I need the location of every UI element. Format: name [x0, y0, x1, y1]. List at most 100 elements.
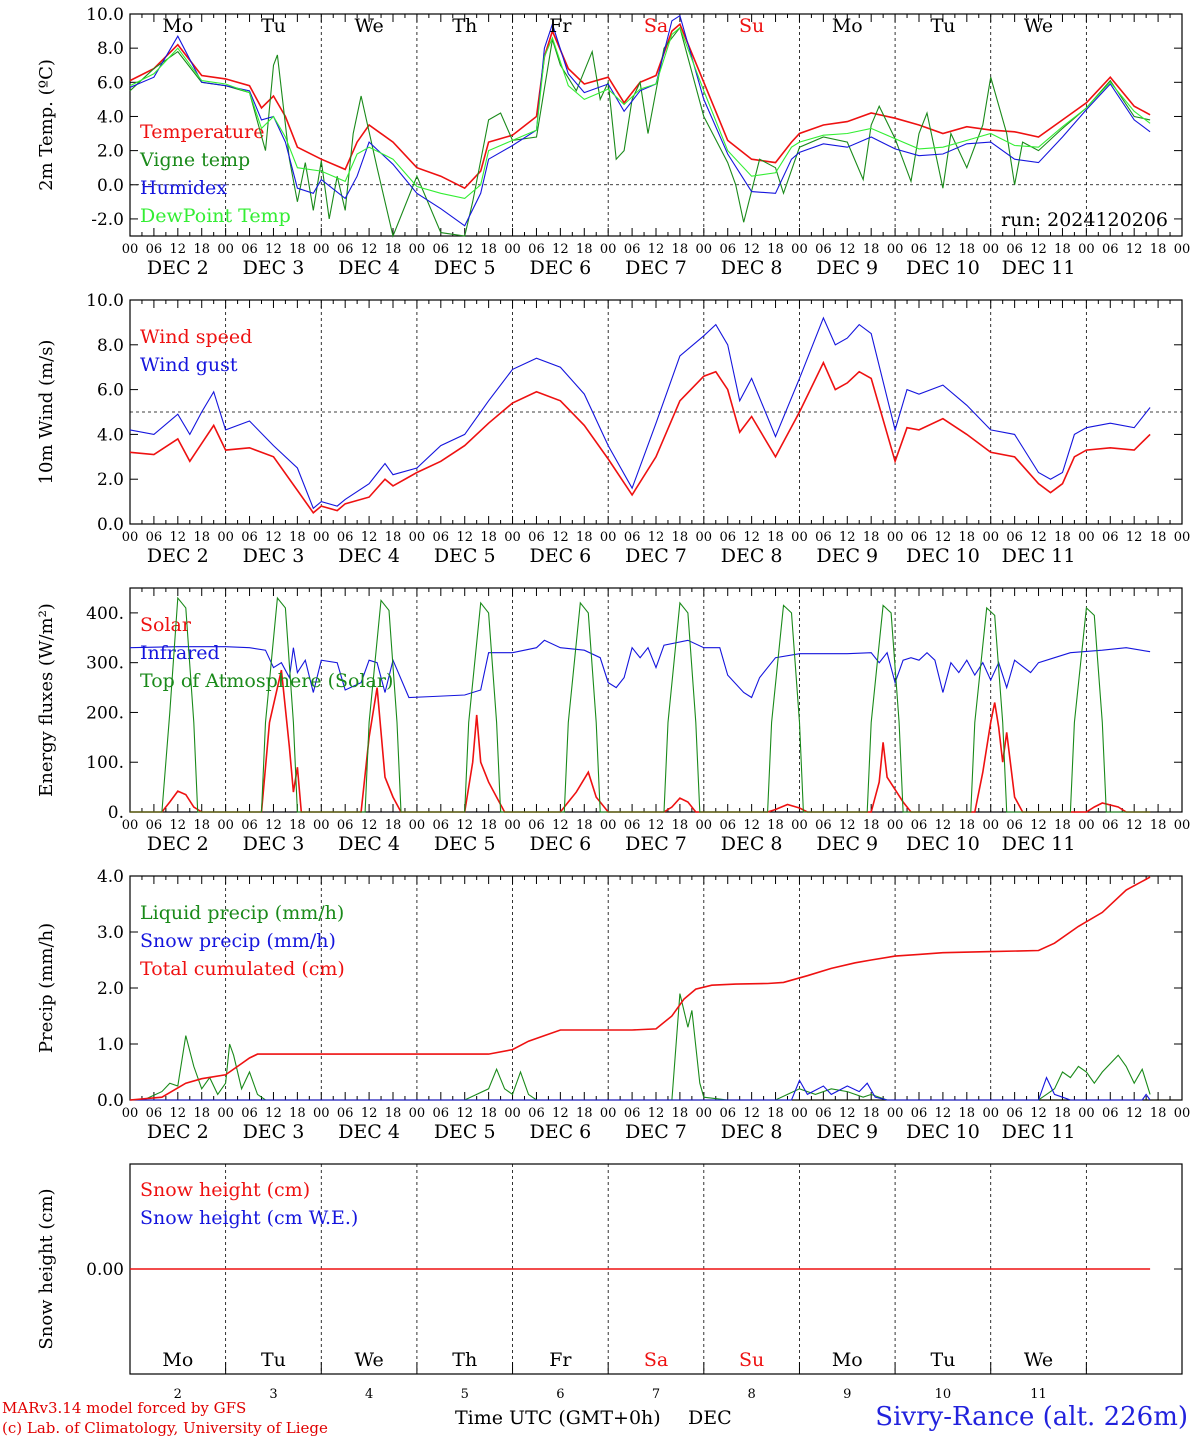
- date-label: DEC 8: [721, 833, 783, 855]
- hour-tick-label: 00: [409, 242, 426, 257]
- series-line: [129, 360, 1151, 514]
- hour-tick-label: 00: [217, 1106, 234, 1121]
- hour-tick-label: 12: [648, 530, 665, 545]
- hour-tick-label: 06: [1006, 818, 1023, 833]
- station-name: Sivry-Rance (alt. 226m): [875, 1402, 1188, 1432]
- date-label: DEC 7: [625, 545, 687, 567]
- date-label: DEC 10: [906, 257, 980, 279]
- legend-label: Snow height (cm W.E.): [140, 1207, 358, 1229]
- date-label: DEC 3: [243, 257, 305, 279]
- y-tick-label: 3.0: [97, 923, 124, 943]
- hour-tick-label: 18: [959, 818, 976, 833]
- weekday-label: Mo: [832, 15, 863, 37]
- hour-tick-label: 00: [1174, 530, 1191, 545]
- hour-tick-label: 00: [313, 242, 330, 257]
- hour-tick-label: 06: [433, 530, 450, 545]
- y-axis-title: 10m Wind (m/s): [36, 340, 57, 485]
- hour-tick-label: 00: [696, 530, 713, 545]
- hour-tick-label: 00: [982, 242, 999, 257]
- hour-tick-label: 18: [385, 242, 402, 257]
- y-tick-label: 4.0: [97, 425, 124, 445]
- legend-label: Top of Atmosphere (Solar): [140, 670, 393, 692]
- hour-tick-label: 06: [719, 242, 736, 257]
- hour-tick-label: 06: [146, 530, 163, 545]
- series-line: [129, 22, 1151, 190]
- hour-tick-label: 12: [265, 818, 282, 833]
- hour-tick-label: 18: [863, 818, 880, 833]
- hour-tick-label: 06: [719, 530, 736, 545]
- hour-tick-label: 18: [480, 818, 497, 833]
- day-number-label: 2: [174, 1387, 182, 1402]
- day-number-label: 3: [269, 1387, 277, 1402]
- hour-tick-label: 18: [480, 242, 497, 257]
- hour-tick-label: 12: [170, 242, 187, 257]
- hour-tick-label: 06: [241, 242, 258, 257]
- hour-tick-label: 06: [1006, 242, 1023, 257]
- date-label: DEC 2: [147, 1121, 209, 1143]
- hour-tick-label: 00: [696, 242, 713, 257]
- hour-tick-label: 18: [1054, 530, 1071, 545]
- weekday-label: We: [1024, 15, 1053, 37]
- date-label: DEC 5: [434, 1121, 496, 1143]
- hour-tick-label: 06: [433, 242, 450, 257]
- date-label: DEC 7: [625, 1121, 687, 1143]
- hour-tick-label: 00: [122, 242, 139, 257]
- hour-tick-label: 06: [911, 530, 928, 545]
- weekday-label: Tu: [930, 1349, 955, 1371]
- hour-tick-label: 06: [1102, 818, 1119, 833]
- hour-tick-label: 18: [576, 242, 593, 257]
- hour-tick-label: 06: [1102, 1106, 1119, 1121]
- hour-tick-label: 12: [935, 818, 952, 833]
- hour-tick-label: 12: [1126, 1106, 1143, 1121]
- date-label: DEC 5: [434, 545, 496, 567]
- plot-frame: [129, 13, 1183, 237]
- weekday-label: Su: [739, 15, 764, 37]
- hour-tick-label: 00: [217, 530, 234, 545]
- hour-tick-label: 00: [600, 242, 617, 257]
- series-line: [129, 316, 1151, 510]
- hour-tick-label: 06: [528, 818, 545, 833]
- hour-tick-label: 00: [696, 818, 713, 833]
- hour-tick-label: 00: [1078, 242, 1095, 257]
- hour-tick-label: 12: [552, 818, 569, 833]
- hour-tick-label: 06: [815, 242, 832, 257]
- hour-tick-label: 06: [815, 530, 832, 545]
- date-label: DEC 9: [816, 1121, 878, 1143]
- hour-tick-label: 00: [600, 818, 617, 833]
- hour-tick-label: 12: [361, 242, 378, 257]
- weekday-label: Mo: [162, 15, 193, 37]
- y-tick-label: -2.0: [91, 210, 124, 230]
- hour-tick-label: 12: [935, 1106, 952, 1121]
- date-label: DEC 8: [721, 1121, 783, 1143]
- credit-model: MARv3.14 model forced by GFS: [2, 1399, 247, 1417]
- date-label: DEC 11: [1002, 257, 1076, 279]
- hour-tick-label: 06: [146, 818, 163, 833]
- hour-tick-label: 06: [433, 818, 450, 833]
- series-line: [129, 993, 1151, 1101]
- series-line: [129, 639, 1151, 699]
- hour-tick-label: 06: [815, 818, 832, 833]
- legend-label: Snow height (cm): [140, 1179, 310, 1201]
- hour-tick-label: 18: [672, 242, 689, 257]
- weekday-label: Tu: [930, 15, 955, 37]
- y-tick-label: 100.: [86, 753, 124, 773]
- date-label: DEC 7: [625, 833, 687, 855]
- hour-tick-label: 12: [170, 530, 187, 545]
- hour-tick-label: 12: [265, 530, 282, 545]
- hour-tick-label: 00: [600, 1106, 617, 1121]
- hour-tick-label: 12: [935, 530, 952, 545]
- hour-tick-label: 06: [815, 1106, 832, 1121]
- hour-tick-label: 00: [982, 818, 999, 833]
- hour-tick-label: 18: [480, 1106, 497, 1121]
- hour-tick-label: 00: [409, 1106, 426, 1121]
- hour-tick-label: 00: [313, 1106, 330, 1121]
- hour-tick-label: 06: [433, 1106, 450, 1121]
- hour-tick-label: 12: [456, 530, 473, 545]
- plot-frame: [129, 587, 1183, 813]
- hour-tick-label: 00: [122, 1106, 139, 1121]
- weekday-label: Sa: [644, 15, 668, 37]
- hour-tick-label: 06: [146, 242, 163, 257]
- hour-tick-label: 06: [241, 530, 258, 545]
- hour-tick-label: 18: [385, 818, 402, 833]
- hour-tick-label: 18: [1054, 818, 1071, 833]
